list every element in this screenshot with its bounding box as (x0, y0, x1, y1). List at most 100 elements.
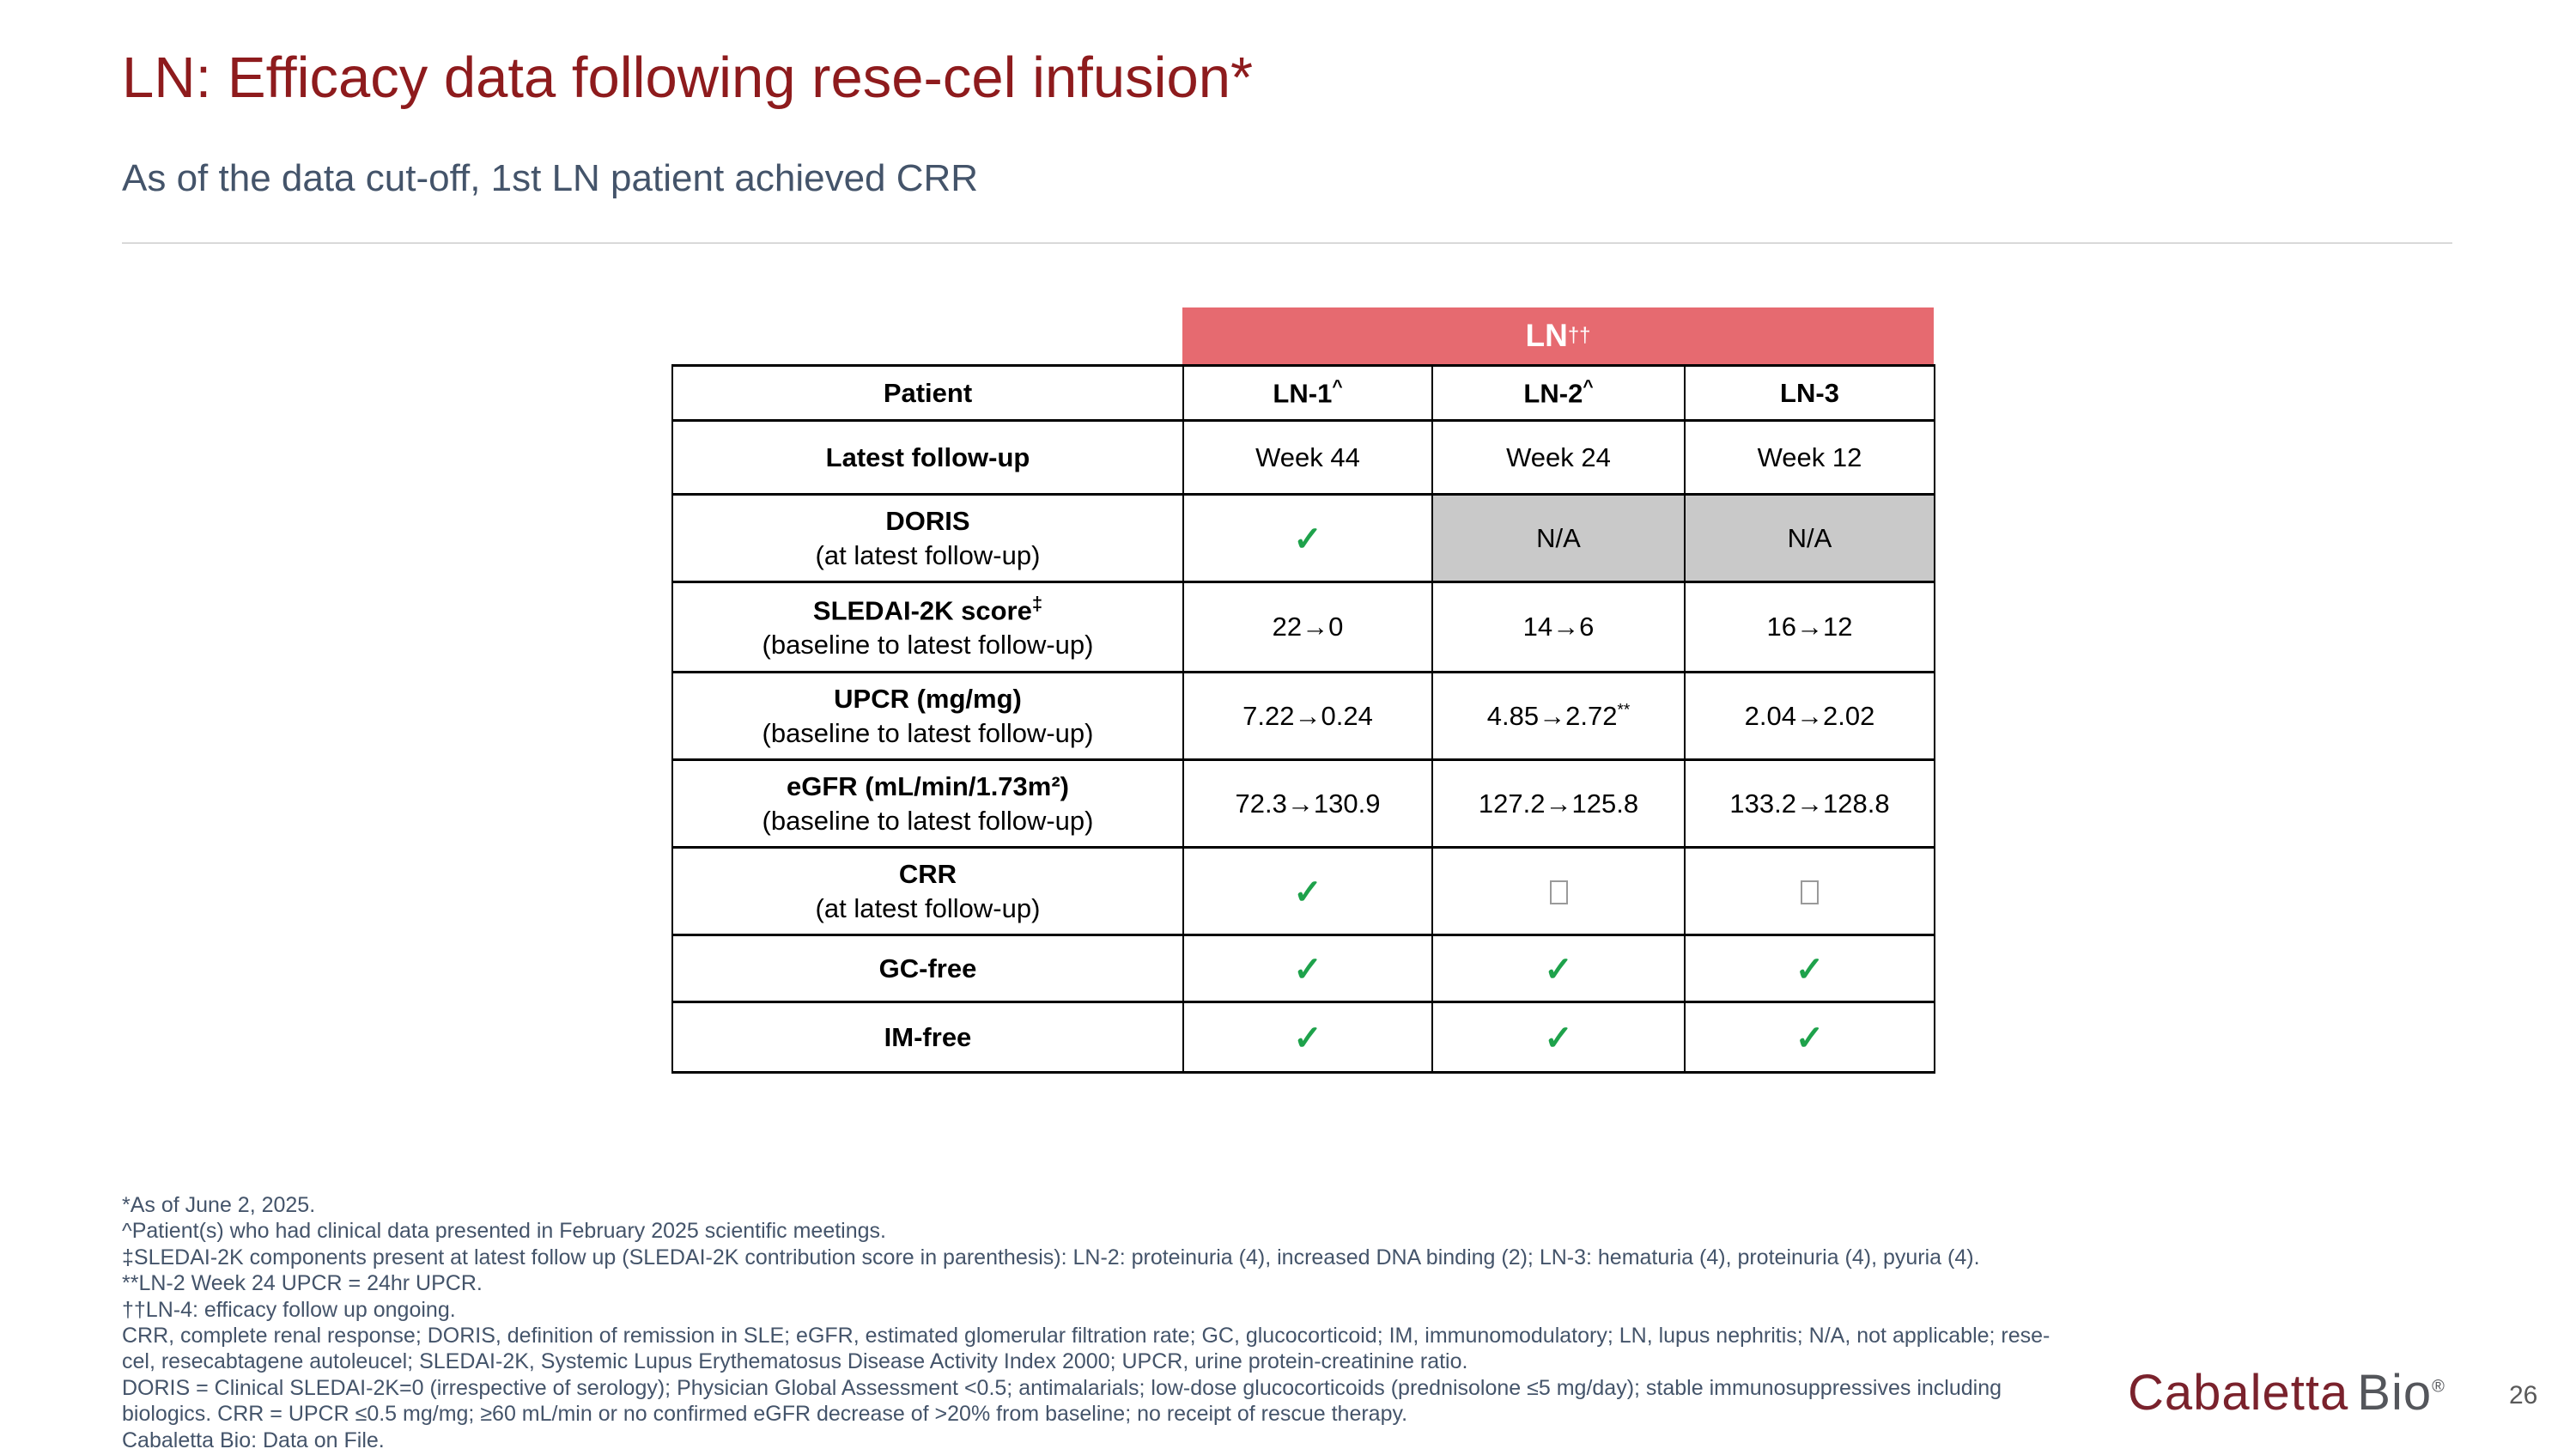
check-icon: ✓ (1795, 951, 1825, 989)
value-cell: ✓ (1684, 934, 1935, 1003)
value-cell: 133.2→128.8 (1684, 758, 1935, 849)
check-icon: ✓ (1293, 1020, 1322, 1057)
row-label: UPCR (mg/mg) (682, 682, 1174, 716)
table-row: GC-free ✓ ✓ ✓ (671, 934, 1935, 1003)
value-text: Week 24 (1506, 442, 1611, 472)
cell-text: Week 12 (1757, 441, 1862, 472)
cell-text: LN-3 (1780, 377, 1839, 408)
cell-text: LN-1 (1273, 378, 1333, 409)
efficacy-table-body: Latest follow-up Week 44 Week 24 Week 12 DOR… (671, 419, 1935, 1074)
row-label-cell: eGFR (mL/min/1.73m²) (baseline to latest … (671, 758, 1184, 849)
value-cell: 2.04→2.02 (1684, 671, 1935, 761)
column-header-ln-3: LN-3 (1684, 364, 1935, 422)
row-label: eGFR (mL/min/1.73m²) (682, 770, 1174, 804)
row-label: DORIS (682, 504, 1174, 539)
efficacy-table-head: Patient LN-1^ LN-2^ LN-3 (671, 364, 1935, 422)
patient-header-cell: Patient (671, 364, 1184, 422)
cell-text: UPCR (mg/mg) (834, 683, 1022, 714)
empty-box-icon (1801, 880, 1819, 905)
value-cell (1684, 846, 1935, 936)
table-row: DORIS (at latest follow-up) ✓ N/A N/A (671, 493, 1935, 583)
footnote-line: CRR, complete renal response; DORIS, def… (122, 1324, 2050, 1349)
value-text: 16→12 (1767, 612, 1853, 642)
value-cell: ✓ (1182, 493, 1433, 583)
cell-superscript: ** (1617, 701, 1631, 720)
value-text: Week 12 (1758, 442, 1862, 472)
cell-text: 72.3→130.9 (1235, 788, 1381, 819)
cell-text: 22→0 (1272, 612, 1344, 642)
table-row: UPCR (mg/mg) (baseline to latest follow-u… (671, 671, 1935, 761)
row-label: IM-free (682, 1020, 1174, 1055)
value-cell: ✓ (1182, 934, 1433, 1003)
value-text: 127.2→125.8 (1479, 788, 1638, 819)
cabaletta-bio-logo: Cabaletta Bio® (2128, 1364, 2445, 1422)
cell-text: DORIS (885, 505, 970, 536)
row-label-cell: DORIS (at latest follow-up) (671, 493, 1184, 583)
row-label-cell: UPCR (mg/mg) (baseline to latest follow-u… (671, 671, 1184, 761)
row-label-cell: CRR (at latest follow-up) (671, 846, 1184, 936)
value-cell: 7.22→0.24 (1182, 671, 1433, 761)
cell-superscript: ^ (1332, 376, 1343, 397)
value-text: 72.3→130.9 (1236, 788, 1381, 819)
header-divider (122, 242, 2452, 244)
table-row: CRR (at latest follow-up) ✓ (671, 846, 1935, 936)
footnote-line: Cabaletta Bio: Data on File. (122, 1428, 385, 1449)
check-icon: ✓ (1293, 521, 1322, 558)
cell-text: eGFR (mL/min/1.73m²) (787, 770, 1069, 801)
check-icon: ✓ (1293, 951, 1322, 989)
efficacy-table-wrap: Patient LN-1^ LN-2^ LN-3 Latest follow-up We… (671, 364, 1935, 1074)
footnotes: *As of June 2, 2025. ^Patient(s) who had … (122, 1192, 2050, 1449)
footnote-line: biologics. CRR = UPCR ≤0.5 mg/mg; ≥60 mL… (122, 1402, 1408, 1427)
value-cell: 14→6 (1431, 581, 1686, 673)
cell-text: IM-free (884, 1021, 972, 1052)
row-label-cell: SLEDAI-2K score‡ (baseline to latest foll… (671, 581, 1184, 673)
cell-text: LN-2 (1523, 378, 1583, 409)
ln-group-banner: LN †† (1182, 307, 1934, 364)
value-cell (1431, 846, 1686, 936)
cell-text: Week 24 (1506, 441, 1611, 472)
column-header-ln-1: LN-1^ (1182, 364, 1433, 422)
value-cell: 127.2→125.8 (1431, 758, 1686, 849)
footnote-line: cel, resecabtagene autoleucel; SLEDAI-2K… (122, 1349, 1468, 1374)
row-label-cell: GC-free (671, 934, 1184, 1003)
value-cell: ✓ (1182, 1001, 1433, 1074)
table-row: SLEDAI-2K score‡ (baseline to latest foll… (671, 581, 1935, 673)
cell-text: SLEDAI-2K score (812, 595, 1032, 626)
logo-text-cabaletta: Cabaletta (2128, 1365, 2349, 1421)
value-text: 4.85→2.72** (1487, 701, 1630, 731)
value-cell: 22→0 (1182, 581, 1433, 673)
cell-text: 2.04→2.02 (1744, 700, 1875, 731)
value-cell: Week 12 (1684, 419, 1935, 496)
row-sublabel: (at latest follow-up) (815, 539, 1041, 570)
cell-text: 16→12 (1766, 612, 1853, 642)
empty-box-icon (1549, 880, 1568, 905)
check-icon: ✓ (1795, 1020, 1825, 1057)
value-cell: 4.85→2.72** (1431, 671, 1686, 761)
table-row: Latest follow-up Week 44 Week 24 Week 12 (671, 419, 1935, 496)
footnote-line: ^Patient(s) who had clinical data presen… (122, 1219, 886, 1244)
value-cell: ✓ (1431, 1001, 1686, 1074)
footnote-line: DORIS = Clinical SLEDAI-2K=0 (irrespecti… (122, 1375, 2002, 1400)
column-header-ln-2: LN-2^ (1431, 364, 1686, 422)
cell-text: GC-free (878, 953, 977, 983)
row-sublabel: (baseline to latest follow-up) (762, 630, 1094, 661)
cell-text: Latest follow-up (825, 441, 1030, 472)
value-text: 22→0 (1273, 612, 1344, 642)
footnote-line: ††LN-4: efficacy follow up ongoing. (122, 1297, 456, 1322)
row-sublabel: (baseline to latest follow-up) (762, 805, 1094, 836)
table-row: eGFR (mL/min/1.73m²) (baseline to latest … (671, 758, 1935, 849)
check-icon: ✓ (1544, 1020, 1573, 1057)
page-number: 26 (2509, 1381, 2538, 1409)
cell-text: 127.2→125.8 (1478, 788, 1639, 819)
cell-text: 133.2→128.8 (1729, 788, 1890, 819)
value-cell: 72.3→130.9 (1182, 758, 1433, 849)
cell-text: CRR (898, 858, 957, 889)
value-cell: Week 44 (1182, 419, 1433, 496)
cell-text: 4.85→2.72 (1486, 700, 1618, 731)
page-title: LN: Efficacy data following rese-cel inf… (122, 46, 1254, 110)
row-label: CRR (682, 857, 1174, 892)
cell-text: 7.22→0.24 (1242, 700, 1373, 731)
na-text: N/A (1536, 522, 1581, 553)
cell-superscript: ‡ (1031, 593, 1043, 615)
check-icon: ✓ (1293, 874, 1322, 911)
